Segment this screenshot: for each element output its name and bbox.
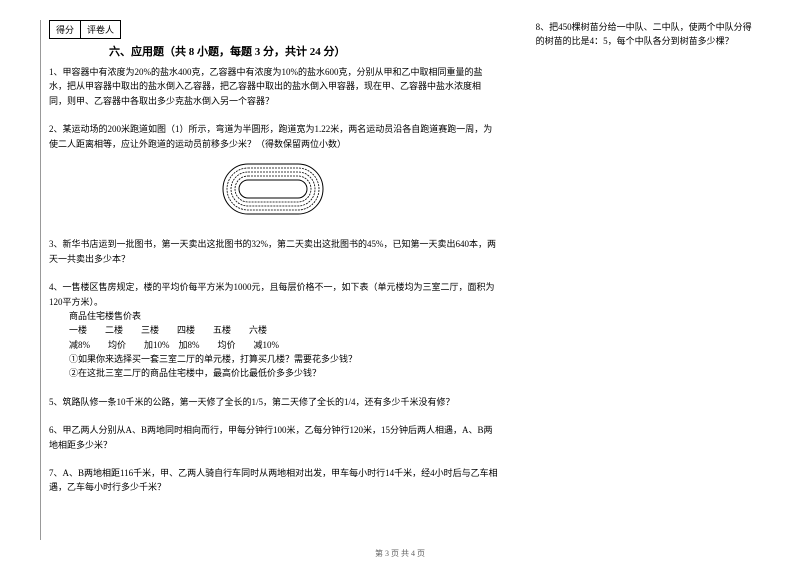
question-1: 1、甲容器中有浓度为20%的盐水400克，乙容器中有浓度为10%的盐水600克，… [49,65,498,108]
q4-main: 4、一售楼区售房规定，楼的平均价每平方米为1000元，且每层价格不一，如下表（单… [49,280,498,309]
score-label: 得分 [50,21,81,38]
q8-text: 8、把450棵树苗分给一中队、二中队，使两个中队分得的树苗的比是4：5，每个中队… [536,22,752,46]
question-2: 2、某运动场的200米跑道如图（1）所示，弯道为半圆形，跑道宽为1.22米，两名… [49,122,498,223]
q4-floors: 一楼 二楼 三楼 四楼 五楼 六楼 [69,323,498,337]
track-icon [203,159,343,219]
track-diagram [49,159,498,223]
q4-table-title: 商品住宅楼售价表 [69,309,498,323]
q1-text: 1、甲容器中有浓度为20%的盐水400克，乙容器中有浓度为10%的盐水600克，… [49,67,483,106]
q3-text: 3、新华书店运到一批图书，第一天卖出这批图书的32%，第二天卖出这批图书的45%… [49,239,496,263]
q2-text: 2、某运动场的200米跑道如图（1）所示，弯道为半圆形，跑道宽为1.22米，两名… [49,124,492,148]
q6-text: 6、甲乙两人分别从A、B两地同时相向而行，甲每分钟行100米，乙每分钟行120米… [49,425,493,449]
q4-prices: 减8% 均价 加10% 加8% 均价 减10% [69,338,498,352]
score-table: 得分 评卷人 [49,20,121,39]
section-title: 六、应用题（共 8 小题，每题 3 分，共计 24 分） [109,43,498,59]
question-8: 8、把450棵树苗分给一中队、二中队，使两个中队分得的树苗的比是4：5，每个中队… [536,20,760,49]
question-5: 5、筑路队修一条10千米的公路，第一天修了全长的1/5，第二天修了全长的1/4，… [49,395,498,409]
question-6: 6、甲乙两人分别从A、B两地同时相向而行，甲每分钟行100米，乙每分钟行120米… [49,423,498,452]
q4-sub2: ②在这批三室二厅的商品住宅楼中，最高价比最低价多多少钱？ [69,366,498,380]
q5-text: 5、筑路队修一条10千米的公路，第一天修了全长的1/5，第二天修了全长的1/4，… [49,397,455,407]
question-4: 4、一售楼区售房规定，楼的平均价每平方米为1000元，且每层价格不一，如下表（单… [49,280,498,381]
grader-label: 评卷人 [81,21,120,38]
question-7: 7、A、B两地相距116千米，甲、乙两人骑自行车同时从两地相对出发，甲车每小时行… [49,466,498,495]
question-3: 3、新华书店运到一批图书，第一天卖出这批图书的32%，第二天卖出这批图书的45%… [49,237,498,266]
page-footer: 第 3 页 共 4 页 [0,548,800,559]
q4-sub1: ①如果你来选择买一套三室二厅的单元楼，打算买几楼？需要花多少钱？ [69,352,498,366]
q7-text: 7、A、B两地相距116千米，甲、乙两人骑自行车同时从两地相对出发，甲车每小时行… [49,468,498,492]
